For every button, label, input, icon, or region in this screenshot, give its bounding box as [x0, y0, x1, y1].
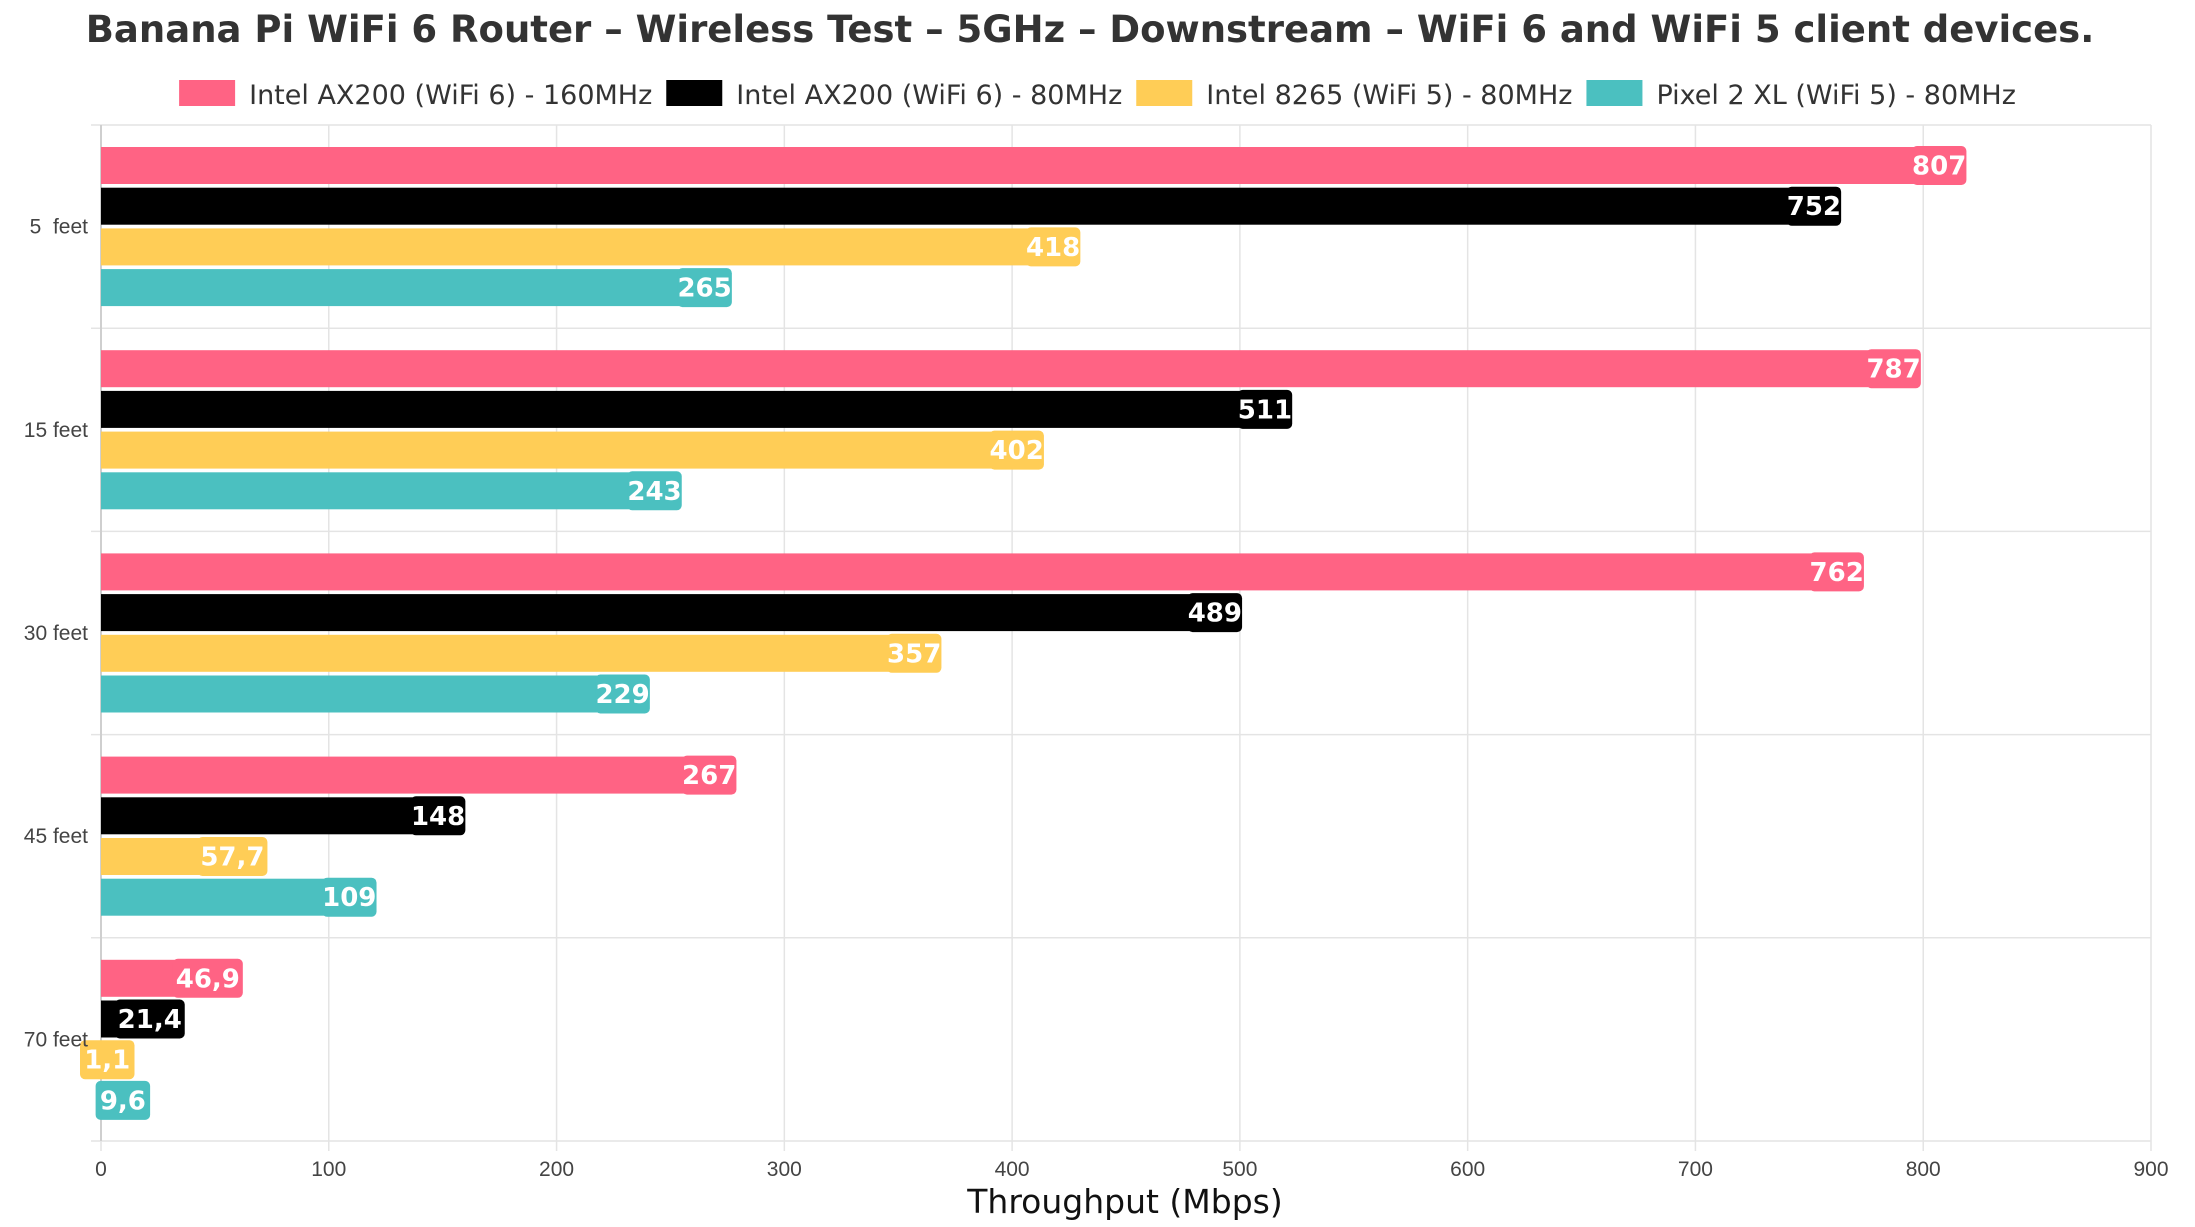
data-label: 21,4 [118, 1005, 182, 1035]
data-label: 229 [595, 680, 649, 710]
data-label-box [1911, 146, 1967, 185]
chart-title: Banana Pi WiFi 6 Router – Wireless Test … [86, 8, 2095, 51]
bar [101, 878, 350, 916]
data-label-box [172, 958, 243, 998]
bar [101, 269, 705, 307]
x-tick-label: 200 [539, 1158, 574, 1181]
legend: Intel AX200 (WiFi 6) - 160MHz Intel AX200… [179, 80, 2016, 111]
data-label: 9,6 [100, 1086, 146, 1116]
x-tick-label: 900 [2133, 1158, 2168, 1181]
data-label: 752 [1787, 192, 1841, 222]
bar [101, 634, 915, 672]
legend-swatch [666, 80, 723, 106]
x-tick-label: 800 [1906, 1158, 1941, 1181]
bar [101, 390, 1265, 428]
category-labels: 5 feet 15 feet 30 feet 45 feet 70 feet [24, 216, 88, 1052]
data-label: 357 [887, 639, 941, 669]
category-label: 30 feet [24, 622, 88, 645]
legend-item[interactable]: Intel AX200 (WiFi 6) - 80MHz [666, 80, 1122, 111]
legend-label: Intel AX200 (WiFi 6) - 160MHz [249, 80, 652, 111]
bar [101, 187, 1814, 225]
legend-item[interactable]: Pixel 2 XL (WiFi 5) - 80MHz [1586, 80, 2016, 111]
data-label-box [1786, 186, 1842, 226]
data-label: 57,7 [200, 843, 264, 873]
data-label: 787 [1866, 355, 1920, 385]
data-label-box [197, 837, 268, 876]
bar [101, 553, 1837, 591]
data-label: 402 [990, 436, 1044, 466]
bar [101, 350, 1894, 388]
x-tick-label: 100 [311, 1158, 346, 1181]
category-label: 70 feet [24, 1028, 88, 1051]
legend-label: Intel AX200 (WiFi 6) - 80MHz [736, 80, 1122, 111]
legend-item[interactable]: Intel 8265 (WiFi 5) - 80MHz [1136, 80, 1572, 111]
data-label-box [1025, 227, 1081, 267]
data-label: 762 [1810, 558, 1864, 588]
legend-swatch [1136, 80, 1193, 106]
data-label-box [1187, 593, 1243, 633]
x-tick-label: 400 [995, 1158, 1030, 1181]
x-axis-title: Throughput (Mbps) [966, 1182, 1282, 1221]
x-tick-label: 0 [95, 1158, 107, 1181]
data-label-box [1866, 349, 1921, 389]
data-label-box [95, 1080, 151, 1120]
grid [91, 124, 2152, 1151]
data-label: 1,1 [84, 1046, 130, 1076]
bar [101, 472, 655, 510]
bar [101, 594, 1215, 632]
category-label: 15 feet [24, 419, 88, 442]
category-label: 45 feet [24, 825, 88, 848]
data-label: 267 [682, 761, 736, 791]
bar [101, 431, 1017, 469]
data-label-box [1237, 389, 1293, 429]
legend-swatch [179, 80, 236, 106]
bar [101, 228, 1054, 266]
data-label-box [886, 633, 942, 673]
data-label-box [114, 999, 185, 1039]
category-label: 5 feet [30, 216, 89, 239]
data-label: 807 [1912, 152, 1966, 182]
data-label-box [410, 796, 466, 836]
data-label-box [989, 430, 1044, 470]
data-label: 489 [1188, 599, 1242, 629]
data-label: 46,9 [176, 964, 240, 994]
data-label: 511 [1238, 395, 1292, 425]
data-label-box [80, 1040, 135, 1080]
data-label: 148 [411, 802, 465, 832]
bar [101, 675, 623, 713]
x-tick-label: 700 [1678, 1158, 1713, 1181]
bar [101, 756, 710, 794]
data-label: 265 [677, 274, 731, 304]
data-label: 418 [1026, 233, 1080, 263]
data-label-box [681, 755, 737, 795]
legend-swatch [1586, 80, 1643, 106]
data-label-box [627, 471, 682, 511]
data-label-box [1809, 552, 1864, 592]
bar [101, 797, 439, 835]
x-tick-label: 600 [1450, 1158, 1485, 1181]
legend-item[interactable]: Intel AX200 (WiFi 6) - 160MHz [179, 80, 652, 111]
data-label-box [677, 268, 732, 308]
bars: 807 752 418 265 787 511 402 243 762 489 357 229 267 1… [80, 146, 1967, 1120]
data-label: 243 [627, 477, 681, 507]
bar [101, 147, 1940, 184]
data-label-box [595, 674, 650, 714]
x-tick-label: 300 [767, 1158, 802, 1181]
legend-label: Intel 8265 (WiFi 5) - 80MHz [1206, 80, 1572, 111]
data-label: 109 [322, 883, 376, 913]
x-axis-ticks: 0 100 200 300 400 500 600 700 800 900 [95, 1158, 2168, 1181]
data-label-box [322, 877, 377, 917]
legend-label: Pixel 2 XL (WiFi 5) - 80MHz [1656, 80, 2015, 111]
x-tick-label: 500 [1222, 1158, 1257, 1181]
